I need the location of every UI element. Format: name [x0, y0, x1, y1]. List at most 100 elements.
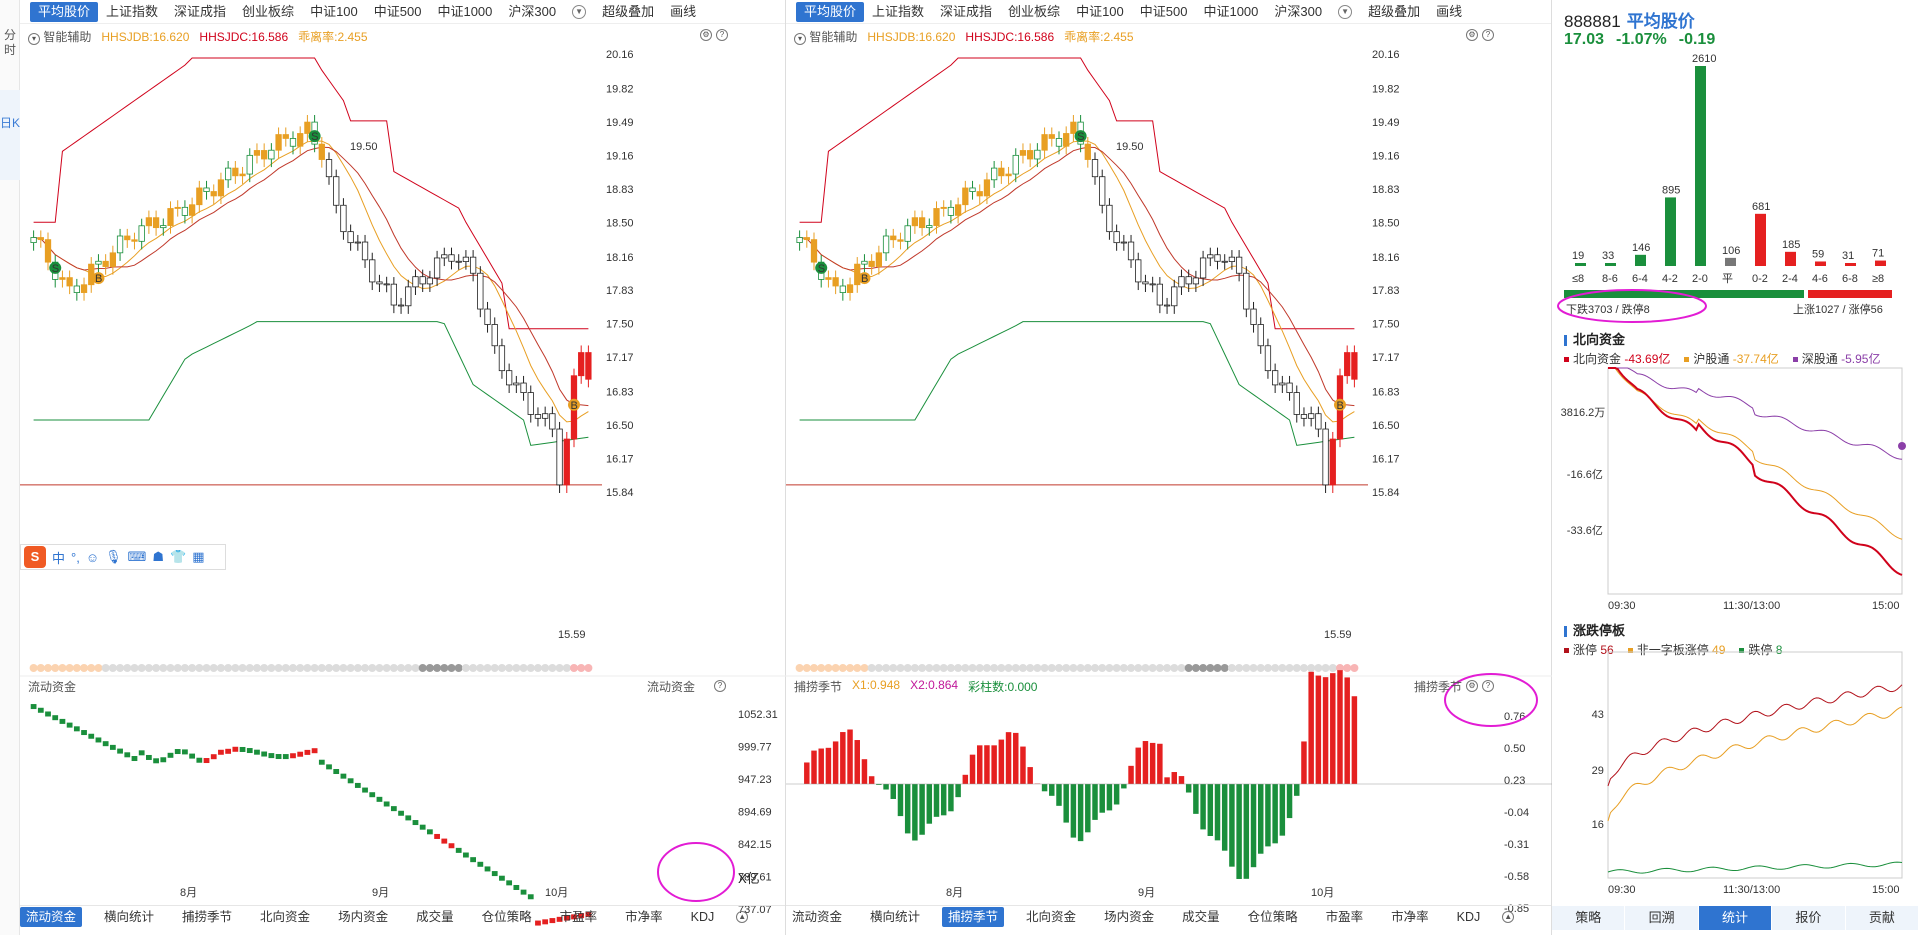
dist-value: 146	[1632, 242, 1650, 254]
stats-tab-1[interactable]: 策略	[1552, 906, 1626, 930]
signal-dot	[260, 664, 269, 672]
help-icon[interactable]: ?	[1482, 29, 1494, 41]
indicator-name[interactable]: 智能辅助	[809, 30, 858, 44]
chevron-down-icon[interactable]: ▼	[572, 4, 587, 19]
settings-icon[interactable]: ⚙	[700, 29, 712, 41]
draw-button[interactable]: 画线	[670, 3, 697, 19]
tab-7[interactable]: 仓位策略	[481, 909, 532, 924]
candle-body	[1250, 308, 1257, 325]
ime-emoji-icon[interactable]: ☺	[85, 549, 100, 565]
signal-dot	[1026, 664, 1035, 672]
tab-5[interactable]: 场内资金	[338, 909, 389, 924]
collapse-icon[interactable]: ▲	[736, 910, 749, 923]
toolbar-item-zz100[interactable]: 中证100	[1076, 3, 1124, 19]
price-axis-label: 17.83	[606, 285, 634, 297]
period-fenshi[interactable]: 分时	[3, 28, 16, 57]
help-icon[interactable]: ?	[1482, 680, 1494, 692]
legend-swatch	[1564, 648, 1569, 654]
flow-bar	[210, 754, 217, 760]
tab-2[interactable]: 横向统计	[870, 909, 921, 924]
candle-body	[448, 254, 455, 262]
tab-9[interactable]: 市净率	[1391, 909, 1429, 924]
tab-4[interactable]: 北向资金	[1026, 909, 1077, 924]
indicator-name[interactable]: 智能辅助	[43, 30, 92, 44]
toolbar-item-sh-index[interactable]: 上证指数	[106, 3, 159, 19]
kline-chart[interactable]: 20.16 19.82 19.49 19.16 18.83 18.50 18.16 17.83…	[786, 0, 1552, 935]
signal-dot	[817, 664, 826, 672]
tab-7[interactable]: 仓位策略	[1247, 909, 1298, 924]
season-bar	[1049, 784, 1055, 796]
dropdown-icon[interactable]: ▾	[28, 33, 40, 45]
toolbar-item-avg-price[interactable]: 平均股价	[30, 1, 99, 22]
ime-chinese-icon[interactable]: 中	[52, 550, 66, 566]
ime-mic-icon[interactable]: 🎙	[105, 549, 122, 564]
legend-swatch	[1792, 357, 1798, 363]
resistance-line	[33, 57, 589, 330]
ime-grid-icon[interactable]: ▦	[192, 549, 205, 564]
tab-10[interactable]: KDJ	[690, 909, 715, 924]
season-bar	[991, 745, 997, 784]
dropdown-icon[interactable]: ▾	[794, 33, 806, 45]
toolbar-item-sz-index[interactable]: 深证成指	[174, 3, 227, 19]
toolbar-item-zz1000[interactable]: 中证1000	[437, 3, 493, 19]
stats-tab-4[interactable]: 报价	[1772, 906, 1846, 930]
up-summary: 上涨1027 / 涨停56	[1793, 302, 1883, 316]
help-icon[interactable]: ?	[716, 29, 728, 41]
tab-2[interactable]: 横向统计	[104, 909, 155, 924]
tab-1[interactable]: 流动资金	[20, 906, 83, 927]
settings-icon[interactable]: ⚙	[1466, 680, 1478, 692]
overlay-button[interactable]: 超级叠加	[1368, 3, 1421, 19]
flow-bar	[203, 758, 210, 764]
toolbar-item-cyb[interactable]: 创业板综	[1008, 3, 1061, 19]
help-icon[interactable]: ?	[714, 680, 726, 692]
toolbar-item-avg-price[interactable]: 平均股价	[796, 1, 865, 22]
kline-chart[interactable]: 20.16 19.82 19.49 19.16 18.83 18.50 18.16 17.83…	[20, 0, 786, 935]
price-axis-label: 16.50	[1372, 420, 1400, 432]
tab-3[interactable]: 捕捞季节	[942, 906, 1005, 927]
candle-body	[246, 154, 253, 175]
toolbar-item-sh-index[interactable]: 上证指数	[872, 3, 925, 19]
stats-tab-5[interactable]: 贡献	[1845, 906, 1919, 930]
tab-8[interactable]: 市盈率	[559, 909, 598, 924]
signal-dot	[325, 664, 334, 672]
tab-3[interactable]: 捕捞季节	[182, 909, 233, 924]
ime-skin-icon[interactable]: 👕	[170, 549, 187, 564]
tab-6[interactable]: 成交量	[416, 909, 454, 924]
collapse-icon[interactable]: ▲	[1502, 910, 1515, 923]
season-bar	[919, 784, 925, 835]
indicator-legend: ▾ 智能辅助 HHSJDB:16.620 HHSJDC:16.586 乖离率:2…	[794, 28, 1134, 45]
tab-1[interactable]: 流动资金	[792, 909, 843, 924]
toolbar-item-zz1000[interactable]: 中证1000	[1203, 3, 1259, 19]
stats-tab-2[interactable]: 回溯	[1625, 906, 1699, 930]
toolbar-item-sz-index[interactable]: 深证成指	[940, 3, 993, 19]
stats-tab-3[interactable]: 统计	[1698, 906, 1773, 930]
toolbar-item-zz500[interactable]: 中证500	[373, 3, 422, 19]
flow-bar	[189, 753, 195, 759]
period-rik[interactable]: 日K	[0, 90, 20, 180]
toolbar-item-cyb[interactable]: 创业板综	[242, 3, 295, 19]
tab-8[interactable]: 市盈率	[1325, 909, 1364, 924]
chevron-down-icon[interactable]: ▼	[1338, 4, 1353, 19]
ime-punct-icon[interactable]: °,	[71, 549, 80, 565]
ime-toolbar[interactable]: S 中 °, ☺ 🎙 ⌨ ☗ 👕 ▦	[20, 544, 226, 570]
season-bar	[804, 762, 810, 784]
buy-marker-label: B	[570, 400, 577, 412]
tab-4[interactable]: 北向资金	[260, 909, 311, 924]
tab-9[interactable]: 市净率	[625, 909, 663, 924]
toolbar-item-hs300[interactable]: 沪深300	[1274, 3, 1323, 19]
tab-5[interactable]: 场内资金	[1104, 909, 1155, 924]
candle-body	[1257, 324, 1264, 347]
flow-bar	[160, 757, 167, 763]
price-axis-label: 17.17	[1372, 352, 1400, 364]
flow-bar	[556, 916, 563, 922]
draw-button[interactable]: 画线	[1436, 3, 1463, 19]
toolbar-item-zz100[interactable]: 中证100	[310, 3, 358, 19]
tab-10[interactable]: KDJ	[1456, 909, 1481, 924]
ime-keyboard-icon[interactable]: ⌨	[127, 549, 147, 564]
tab-6[interactable]: 成交量	[1182, 909, 1220, 924]
toolbar-item-hs300[interactable]: 沪深300	[508, 3, 557, 19]
toolbar-item-zz500[interactable]: 中证500	[1139, 3, 1188, 19]
settings-icon[interactable]: ⚙	[1466, 29, 1478, 41]
ime-user-icon[interactable]: ☗	[152, 549, 165, 564]
overlay-button[interactable]: 超级叠加	[602, 3, 655, 19]
